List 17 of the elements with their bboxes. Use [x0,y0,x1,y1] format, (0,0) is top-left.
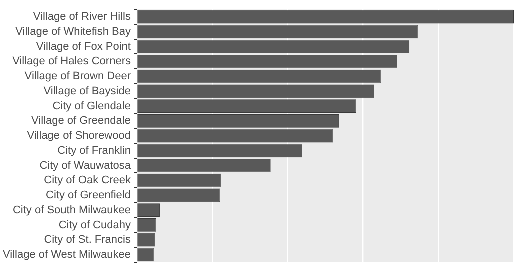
y-tick-label: Village of Greendale [32,115,131,128]
y-tick-label: Village of Bayside [44,85,131,98]
y-tick-label: City of Glendale [52,100,131,112]
y-tick-label: Village of Brown Deer [24,70,132,83]
y-tick-label: Village of Shorewood [27,130,131,142]
y-tick-label: City of Oak Creek [44,174,132,187]
y-tick-label: City of Franklin [58,144,131,157]
y-tick-label: Village of West Milwaukee [2,248,131,261]
y-tick-label: City of Cudahy [58,219,132,232]
y-tick-label: Village of Hales Corners [12,56,132,68]
y-tick-label: City of St. Francis [44,234,132,246]
y-tick-label: Village of Whitefish Bay [16,26,132,38]
y-tick-label: Village of River Hills [33,11,132,24]
y-tick-label: Village of Fox Point [36,40,131,53]
y-tick-label: City of South Milwaukee [12,204,131,216]
y-tick-label: City of Greenfield [46,190,131,202]
y-tick-label: City of Wauwatosa [40,160,132,172]
